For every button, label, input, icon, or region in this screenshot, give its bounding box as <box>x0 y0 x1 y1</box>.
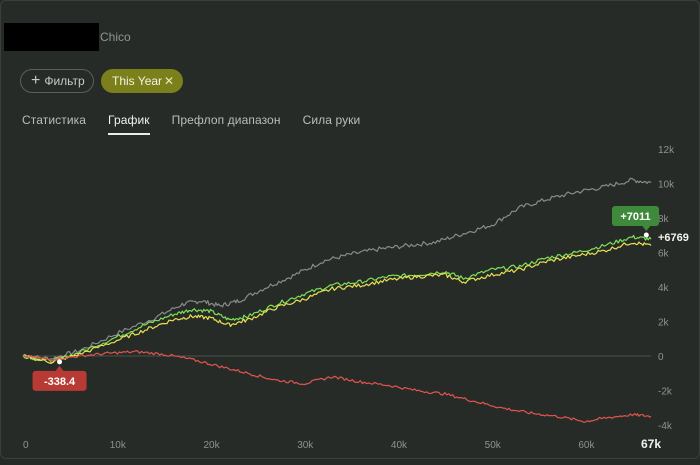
add-filter-label: Фильтр <box>44 74 85 88</box>
x-tick-label: 0 <box>23 440 29 451</box>
x-tick-label: 20k <box>203 440 220 451</box>
annotation-box <box>612 206 659 227</box>
series-line <box>22 350 652 423</box>
tab-statistics[interactable]: Статистика <box>22 113 87 127</box>
tab-hand-strength[interactable]: Сила руки <box>302 113 361 127</box>
window-title: Chico <box>100 30 131 44</box>
y-tick-label: -4k <box>658 421 673 432</box>
series-line <box>22 241 652 364</box>
chart-svg: 12k 10k 8k 6k 4k 2k 0 -2k -4k 0 10k 20k 30k 40k 50k 60k… <box>22 145 689 451</box>
x-tick-label: 60k <box>578 440 595 451</box>
redacted-title-block <box>4 23 99 51</box>
add-filter-button[interactable]: + Фильтр <box>20 69 94 93</box>
series-line <box>22 177 652 361</box>
annotation-pointer <box>642 226 651 232</box>
tab-bar: Статистика График Префлоп диапазон Сила … <box>22 113 382 135</box>
y-tick-label: 0 <box>658 352 664 363</box>
tab-preflop-range[interactable]: Префлоп диапазон <box>171 113 281 127</box>
annotation-pointer <box>55 365 64 371</box>
y-tick-label: 12k <box>658 145 675 156</box>
annotation-point <box>57 359 63 365</box>
series-line <box>22 234 652 363</box>
y-tick-label: -2k <box>658 387 673 398</box>
tab-graph[interactable]: График <box>108 113 150 135</box>
y-tick-label: 6k <box>658 249 670 260</box>
y-tick-label: 4k <box>658 283 670 294</box>
filter-bar: + Фильтр This Year ✕ <box>20 69 183 93</box>
x-tick-label: 67k <box>641 437 661 451</box>
annotation-point <box>643 232 649 238</box>
annotation-label: -338.4 <box>44 376 76 388</box>
close-icon[interactable]: ✕ <box>163 74 174 88</box>
y-tick-label: 10k <box>658 180 675 191</box>
y-tick-label: 2k <box>658 318 670 329</box>
x-tick-label: 40k <box>391 440 408 451</box>
x-tick-label: 30k <box>297 440 314 451</box>
plus-icon: + <box>31 72 41 89</box>
y-tick-label: 8k <box>658 214 670 225</box>
x-tick-label: 10k <box>110 440 127 451</box>
annotation-label: +7011 <box>620 211 650 223</box>
annotation-box <box>32 370 87 391</box>
x-tick-label: 50k <box>485 440 502 451</box>
end-value-label: +6769 <box>658 232 689 244</box>
active-filter-label: This Year <box>112 74 163 88</box>
winnings-chart: 12k 10k 8k 6k 4k 2k 0 -2k -4k 0 10k 20k 30k 40k 50k 60k… <box>1 139 700 460</box>
active-filter-chip[interactable]: This Year ✕ <box>101 69 183 93</box>
